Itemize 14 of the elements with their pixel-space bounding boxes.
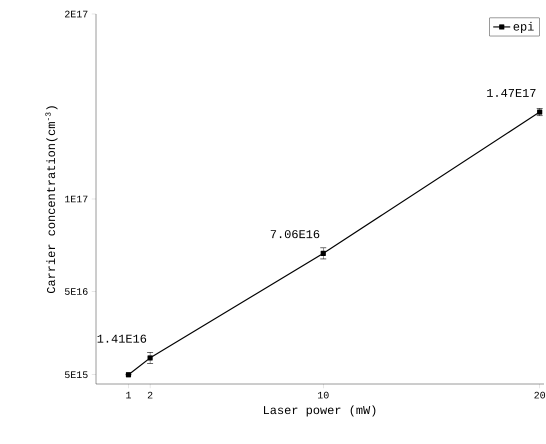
x-axis-title: Laser power (mW)	[264, 405, 376, 417]
y-tick-label: 1E17	[65, 196, 88, 202]
y-axis-title: Carrier concentration(cm$^{-3}$)	[45, 106, 58, 294]
legend-label: epi	[514, 22, 534, 34]
data-label: 1.47E17	[487, 88, 536, 97]
data-label: 1.41E16	[98, 334, 146, 343]
x-tick-label: 10	[318, 392, 329, 399]
x-tick-label: 20	[534, 392, 546, 399]
y-tick-label: 2E17	[65, 10, 88, 18]
x-tick-label: 1	[126, 392, 131, 398]
x-tick-label: 2	[148, 392, 152, 398]
y-tick-label: 5E16	[64, 288, 88, 295]
data-label: 7.06E16	[270, 230, 320, 238]
y-tick-label: 5E15	[64, 371, 88, 378]
